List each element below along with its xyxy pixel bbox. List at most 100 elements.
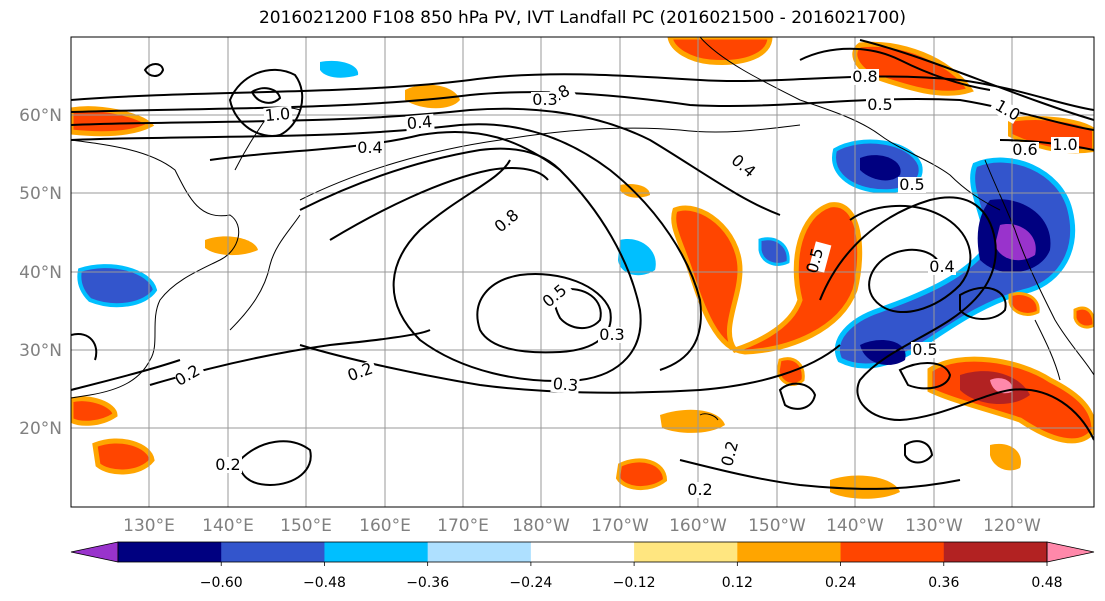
contour-label: 0.3 bbox=[532, 90, 557, 109]
contour-line bbox=[250, 87, 282, 104]
contour-line bbox=[904, 440, 934, 464]
coast-alaska bbox=[699, 37, 1001, 211]
contour-label-bg bbox=[356, 140, 384, 156]
latitude-label: 50°N bbox=[19, 184, 62, 204]
longitude-label: 130°E bbox=[123, 516, 175, 536]
latitude-labels: 60°N 50°N 40°N 30°N 20°N bbox=[19, 106, 62, 439]
contour-label-bg bbox=[346, 359, 378, 385]
contour-label-bg bbox=[263, 105, 293, 125]
anomaly-warm-topright bbox=[852, 41, 974, 96]
colorbar bbox=[70, 541, 1095, 563]
anomaly-cool-left bbox=[77, 264, 158, 308]
map-area: 1.00.40.40.80.80.40.50.50.80.51.00.61.00… bbox=[71, 37, 1094, 507]
contour-line bbox=[778, 382, 817, 410]
contour-line bbox=[859, 39, 1094, 121]
contour-line bbox=[299, 147, 561, 211]
colorbar-tick-label: 0.24 bbox=[825, 575, 856, 591]
contour-label: 0.6 bbox=[1012, 140, 1037, 159]
contour-line bbox=[71, 333, 98, 361]
anomaly-warm-small bbox=[405, 84, 460, 109]
longitude-labels: 130°E 140°E 150°E 160°E 170°E 180°W 170°W 160°W… bbox=[123, 516, 1041, 536]
contour-label-bg bbox=[851, 69, 879, 85]
contour-label-bg bbox=[723, 434, 747, 466]
longitude-label: 160°W bbox=[669, 516, 727, 536]
anomaly-warm-left-bottom bbox=[92, 438, 155, 475]
latitude-label: 40°N bbox=[19, 263, 62, 283]
contour-label-bg bbox=[494, 204, 526, 236]
contour-line bbox=[71, 359, 181, 391]
contour-label: 0.2 bbox=[687, 480, 712, 499]
contour-line bbox=[71, 107, 781, 216]
anomaly-warm-topcenter bbox=[667, 37, 773, 66]
contour-line bbox=[799, 47, 991, 91]
colorbar-segment bbox=[530, 542, 635, 562]
colorbar-tick-label: −0.48 bbox=[303, 575, 346, 591]
contour-label: 0.2 bbox=[215, 455, 240, 474]
contour-label-bg bbox=[988, 96, 1022, 124]
coast-asia bbox=[71, 139, 240, 399]
contour-label-bg bbox=[911, 342, 939, 358]
contour-label: 0.5 bbox=[899, 175, 924, 194]
anomaly-warm-south bbox=[990, 443, 1021, 471]
contour-label-bg bbox=[550, 375, 580, 395]
anomaly-warm bbox=[671, 202, 863, 355]
contour-line bbox=[329, 167, 549, 241]
shaded-anomalies bbox=[71, 37, 1094, 499]
colorbar-tick-label: −0.24 bbox=[509, 575, 552, 591]
contour-line bbox=[209, 130, 642, 382]
anomaly-warm-south bbox=[660, 409, 725, 433]
contour-label: 1.0 bbox=[1052, 135, 1077, 154]
contour-label: 0.3 bbox=[599, 325, 624, 344]
colorbar-segment bbox=[840, 542, 945, 562]
contour-label-bg bbox=[531, 92, 559, 108]
colorbar-segment bbox=[427, 542, 532, 562]
contour-line bbox=[71, 123, 702, 371]
contour-label: 0.5 bbox=[867, 95, 892, 114]
contour-line bbox=[999, 139, 1094, 151]
contour-label-bg bbox=[1011, 142, 1039, 158]
colorbar-segment bbox=[221, 542, 325, 562]
latitude-label: 60°N bbox=[19, 106, 62, 126]
anomaly-warm-left-bottom bbox=[71, 396, 118, 426]
contour-label-bg bbox=[898, 177, 926, 193]
anomaly-cool-small bbox=[618, 239, 656, 276]
contour-label: 1.0 bbox=[264, 104, 291, 125]
longitude-label: 140°W bbox=[826, 516, 884, 536]
coast-hawaii bbox=[699, 413, 719, 421]
anomaly-cool-small bbox=[758, 237, 790, 266]
longitude-label: 140°E bbox=[202, 516, 254, 536]
longitude-label: 150°W bbox=[748, 516, 806, 536]
colorbar-segment bbox=[324, 542, 429, 562]
longitude-label: 120°W bbox=[983, 516, 1041, 536]
contour-line bbox=[898, 362, 952, 390]
contour-label-bg bbox=[808, 241, 832, 273]
contour-label: 0.4 bbox=[357, 138, 382, 157]
contour-label-bg bbox=[724, 149, 756, 181]
longitude-label: 150°E bbox=[280, 516, 332, 536]
anomaly-cool-small bbox=[320, 60, 359, 78]
colorbar-tick-label: 0.12 bbox=[722, 575, 753, 591]
contour-label-bg bbox=[173, 361, 207, 389]
longitude-label: 130°W bbox=[905, 516, 963, 536]
anomaly-warm-core bbox=[990, 378, 1013, 394]
anomaly-warm-small bbox=[205, 236, 258, 256]
longitude-label: 160°E bbox=[359, 516, 411, 536]
contour-line bbox=[228, 68, 304, 137]
contour-label-bg bbox=[686, 482, 714, 498]
colorbar-tick-labels: −0.60 −0.48 −0.36 −0.24 −0.12 0.12 0.24 0.36 0.4… bbox=[200, 562, 1063, 591]
colorbar-extend-min bbox=[70, 541, 119, 563]
latitude-label: 20°N bbox=[19, 419, 62, 439]
anomaly-cool-core bbox=[860, 340, 906, 365]
colorbar-tick-label: 0.48 bbox=[1031, 575, 1062, 591]
contour-label-bg bbox=[1051, 137, 1079, 153]
contour-label-bg bbox=[542, 279, 574, 311]
colorbar-segment bbox=[943, 542, 1048, 562]
colorbar-tick-label: −0.36 bbox=[406, 575, 449, 591]
anomaly-cool-blob bbox=[860, 155, 901, 181]
anomaly-warm-south bbox=[615, 458, 668, 490]
longitude-label: 170°W bbox=[591, 516, 649, 536]
colorbar-outline bbox=[117, 541, 1048, 563]
map-title: 2016021200 F108 850 hPa PV, IVT Landfall… bbox=[258, 8, 906, 28]
anomaly-warm-east bbox=[1073, 306, 1094, 329]
